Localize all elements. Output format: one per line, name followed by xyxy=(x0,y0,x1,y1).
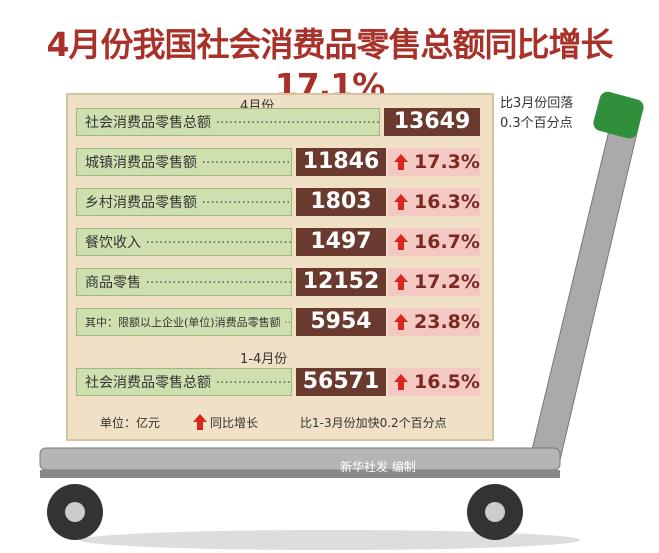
row-label: 城镇消费品零售额 xyxy=(76,148,292,176)
up-arrow xyxy=(393,273,409,291)
up-arrow xyxy=(192,413,208,431)
section-heading: 1-4月份 xyxy=(240,348,287,367)
row-label: 餐饮收入 xyxy=(76,228,292,256)
side-note-2: 0.3个百分点 xyxy=(500,112,573,131)
row-label: 社会消费品零售总额 xyxy=(76,108,380,136)
up-arrow xyxy=(393,233,409,251)
row-value: 13649 xyxy=(384,108,480,136)
credit: 新华社发 编制 xyxy=(340,458,416,475)
row-value: 1497 xyxy=(296,228,386,256)
row-label: 商品零售 xyxy=(76,268,292,296)
row-value: 11846 xyxy=(296,148,386,176)
row-label: 乡村消费品零售额 xyxy=(76,188,292,216)
footer-unit: 单位：亿元 xyxy=(100,414,160,431)
footer-legend: 同比增长 xyxy=(210,414,258,431)
side-note-1: 比3月份回落 xyxy=(500,92,573,111)
row-value: 1803 xyxy=(296,188,386,216)
row-label: 其中：限额以上企业(单位)消费品零售额 xyxy=(76,308,292,336)
up-arrow xyxy=(393,193,409,211)
up-arrow xyxy=(393,373,409,391)
footer-note: 比1-3月份加快0.2个百分点 xyxy=(300,414,447,431)
row-label: 社会消费品零售总额 xyxy=(76,368,292,396)
up-arrow xyxy=(393,153,409,171)
page: 4月份我国社会消费品零售总额同比增长17.1% 比3月份回落 0.3个百分点 新… xyxy=(0,0,659,553)
row-value: 12152 xyxy=(296,268,386,296)
row-value: 5954 xyxy=(296,308,386,336)
up-arrow xyxy=(393,313,409,331)
row-value: 56571 xyxy=(296,368,386,396)
